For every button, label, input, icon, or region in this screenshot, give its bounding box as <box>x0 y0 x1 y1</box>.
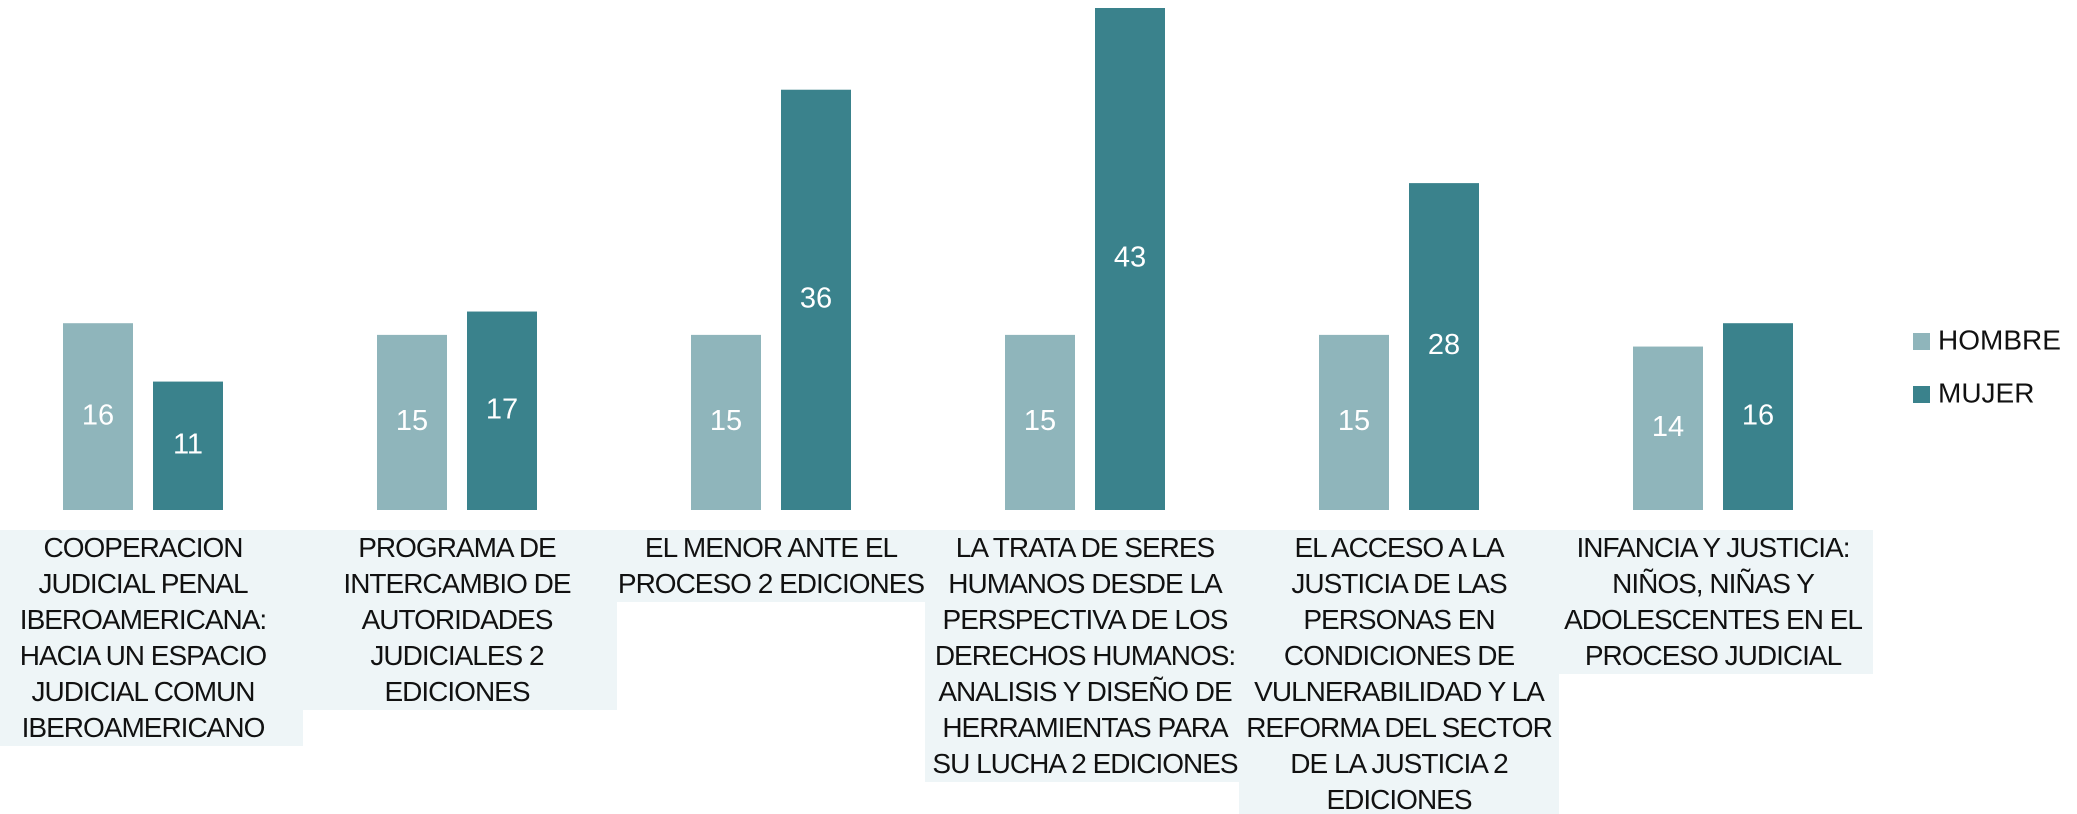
legend-swatch <box>1913 386 1930 403</box>
bar <box>781 89 851 510</box>
value-label: 36 <box>800 283 832 315</box>
legend-label: HOMBRE <box>1938 324 2061 355</box>
bar <box>691 334 761 510</box>
value-label: 15 <box>396 405 428 437</box>
category-label-box: INFANCIA Y JUSTICIA: NIÑOS, NIÑAS Y ADOL… <box>1553 530 1873 674</box>
bar <box>63 323 133 510</box>
value-label: 15 <box>1338 405 1370 437</box>
value-label: 28 <box>1428 329 1460 361</box>
value-label: 43 <box>1114 242 1146 274</box>
category-label: PROGRAMA DE INTERCAMBIO DE AUTORIDADES J… <box>297 530 617 710</box>
category-label: EL MENOR ANTE EL PROCESO 2 EDICIONES <box>611 530 931 602</box>
category-label: EL ACCESO A LA JUSTICIA DE LAS PERSONAS … <box>1239 530 1559 814</box>
bar <box>1633 346 1703 510</box>
category-label-box: EL ACCESO A LA JUSTICIA DE LAS PERSONAS … <box>1239 530 1559 814</box>
bar <box>467 311 537 510</box>
category-label-box: COOPERACION JUDICIAL PENAL IBEROAMERICAN… <box>0 530 303 746</box>
category-label: INFANCIA Y JUSTICIA: NIÑOS, NIÑAS Y ADOL… <box>1553 530 1873 674</box>
value-label: 17 <box>486 393 518 425</box>
bar <box>153 381 223 510</box>
bar <box>1723 323 1793 510</box>
bar <box>1005 334 1075 510</box>
legend-swatch <box>1913 333 1930 350</box>
bar <box>1319 334 1389 510</box>
category-label-box: LA TRATA DE SERES HUMANOS DESDE LA PERSP… <box>925 530 1245 782</box>
bar <box>377 334 447 510</box>
value-label: 16 <box>82 399 114 431</box>
category-label-box: EL MENOR ANTE EL PROCESO 2 EDICIONES <box>611 530 931 602</box>
value-label: 16 <box>1742 399 1774 431</box>
category-label-box: PROGRAMA DE INTERCAMBIO DE AUTORIDADES J… <box>297 530 617 710</box>
category-label: LA TRATA DE SERES HUMANOS DESDE LA PERSP… <box>925 530 1245 782</box>
legend-label: MUJER <box>1938 377 2034 408</box>
category-label: COOPERACION JUDICIAL PENAL IBEROAMERICAN… <box>0 530 303 746</box>
bar <box>1095 8 1165 510</box>
value-label: 14 <box>1652 411 1684 443</box>
value-label: 15 <box>1024 405 1056 437</box>
value-label: 15 <box>710 405 742 437</box>
value-label: 11 <box>173 428 203 460</box>
bar <box>1409 183 1479 510</box>
